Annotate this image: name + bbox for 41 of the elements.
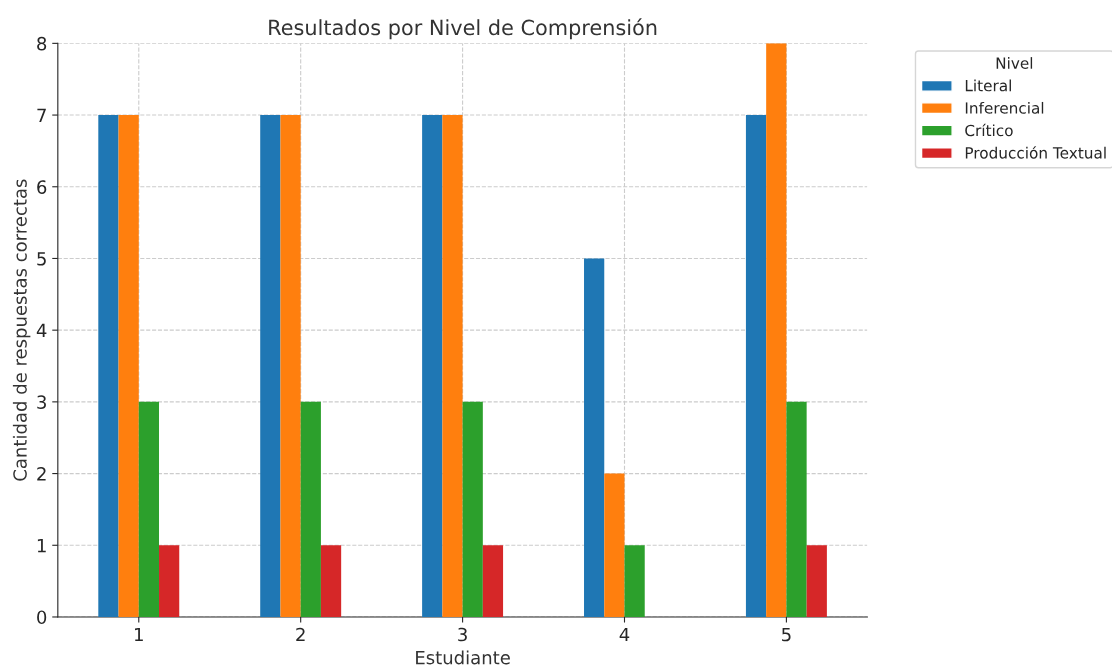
x-tick-label: 1 xyxy=(135,627,143,642)
bar xyxy=(584,258,605,617)
x-tick-label: 5 xyxy=(782,627,791,642)
y-tick-label: 7 xyxy=(37,108,46,122)
chart-title: Resultados por Nivel de Comprensión xyxy=(269,18,657,40)
bar xyxy=(604,473,625,617)
legend-label: Literal xyxy=(965,79,1011,92)
legend-label: Producción Textual xyxy=(965,146,1106,159)
legend-title: Nivel xyxy=(996,57,1033,69)
x-tick-label: 2 xyxy=(296,627,305,642)
bar xyxy=(786,401,807,617)
y-tick-label: 0 xyxy=(37,610,47,625)
y-tick-label: 5 xyxy=(37,252,46,266)
bar xyxy=(624,545,645,617)
bar xyxy=(138,401,160,617)
bar xyxy=(98,115,119,617)
bar xyxy=(320,545,342,617)
y-tick-label: 6 xyxy=(37,180,47,194)
x-axis-title: Estudiante xyxy=(416,650,510,665)
bar xyxy=(422,115,443,617)
legend-label: Crítico xyxy=(965,123,1013,137)
bar xyxy=(300,401,321,617)
y-tick-label: 8 xyxy=(37,36,47,51)
bar xyxy=(766,43,787,617)
y-tick-label: 3 xyxy=(37,395,46,409)
x-tick-label: 4 xyxy=(619,627,630,642)
y-axis-title: Cantidad de respuestas correctas xyxy=(12,179,31,481)
bar xyxy=(482,545,504,617)
y-tick-label: 1 xyxy=(37,538,46,553)
bar xyxy=(159,545,180,617)
bar xyxy=(806,545,827,617)
bar xyxy=(462,401,483,617)
y-tick-label: 4 xyxy=(36,323,47,338)
bar xyxy=(745,115,767,617)
legend-label: Inferencial xyxy=(965,101,1044,114)
y-tick-label: 2 xyxy=(37,467,46,481)
bar xyxy=(280,115,301,617)
bar xyxy=(118,115,139,617)
x-tick-label: 3 xyxy=(458,627,467,642)
bar xyxy=(260,115,281,617)
bar xyxy=(442,115,463,617)
